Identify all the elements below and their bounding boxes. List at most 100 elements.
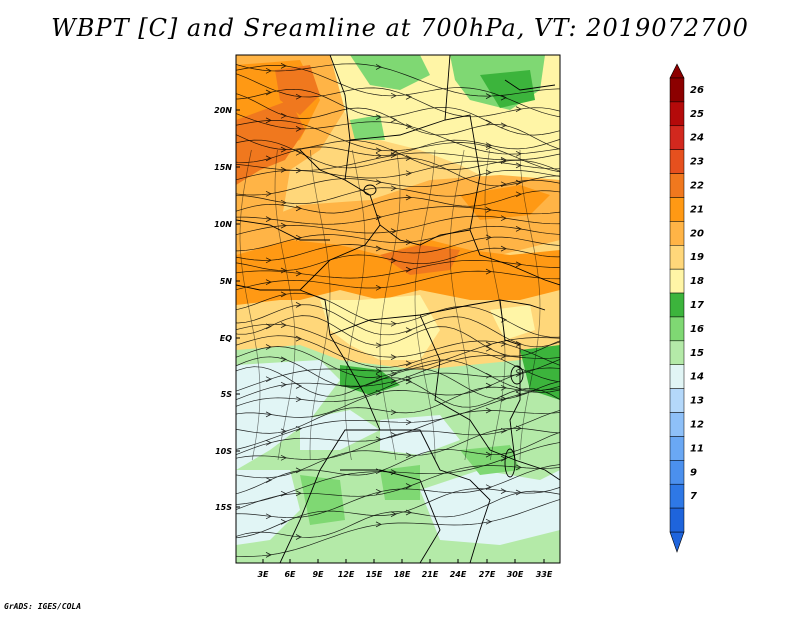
- streamline: [236, 499, 560, 557]
- streamline-arrow: [390, 432, 397, 438]
- lat-tick-label: 10S: [215, 447, 232, 456]
- streamline: [236, 160, 560, 181]
- streamline-arrow: [390, 185, 397, 192]
- colorbar-level-label: 15: [690, 348, 704, 359]
- streamline-arrow: [295, 126, 302, 132]
- streamline-arrow: [500, 488, 507, 494]
- country-border: [444, 55, 451, 121]
- map-frame: [235, 54, 561, 564]
- colorbar-level-label: 9: [690, 467, 697, 478]
- streamline-arrow: [405, 375, 412, 382]
- streamline-arrow: [295, 490, 302, 497]
- streamline-arrow: [515, 191, 522, 198]
- streamline-arrow: [515, 464, 522, 471]
- streamline: [236, 113, 560, 155]
- streamline-arrow: [265, 513, 272, 520]
- streamline-arrow: [405, 94, 412, 100]
- streamline-arrow: [390, 92, 397, 99]
- streamline: [239, 149, 261, 461]
- streamline: [236, 464, 560, 518]
- streamline-arrow: [375, 488, 382, 495]
- streamline-arrow: [375, 64, 382, 70]
- streamline-arrow: [500, 122, 507, 129]
- streamline-arrow: [280, 167, 287, 173]
- streamline-arrow: [500, 181, 507, 188]
- streamline-arrow: [265, 89, 272, 96]
- lat-tick-label: 15N: [214, 163, 232, 172]
- streamline-arrow: [375, 284, 382, 291]
- colorbar-segment: [669, 125, 685, 150]
- streamline-arrow: [390, 320, 397, 327]
- streamline-arrow: [390, 228, 397, 234]
- streamline-arrow: [485, 207, 492, 213]
- streamline-arrow: [295, 205, 302, 212]
- streamline-arrow: [375, 521, 382, 528]
- streamline-arrow: [515, 106, 522, 112]
- streamline-arrow: [280, 454, 287, 461]
- lat-tick-label: 5N: [220, 277, 233, 286]
- streamline: [236, 169, 560, 196]
- streamline-arrow: [280, 112, 287, 119]
- streamline-arrow: [485, 169, 492, 176]
- streamline-arrow: [390, 409, 397, 416]
- colorbar-segment: [669, 149, 685, 174]
- latitude-axis: 20N 15N 10N 5N EQ 5S 10S 15S: [214, 106, 240, 512]
- streamline-arrow: [295, 302, 302, 308]
- streamline-arrow: [280, 291, 287, 298]
- country-border: [380, 429, 491, 563]
- colorbar-level-label: 19: [690, 252, 704, 263]
- streamline-arrow: [390, 152, 397, 158]
- streamline-arrow: [265, 117, 272, 124]
- lat-tick-label: 10N: [214, 220, 232, 229]
- streamline-arrow: [295, 270, 302, 277]
- colorbar-level-label: 12: [690, 420, 704, 431]
- streamline-arrow: [295, 93, 302, 100]
- colorbar-segment: [669, 292, 685, 318]
- streamline-arrow: [375, 147, 382, 154]
- lake-outline: [510, 365, 524, 385]
- country-border: [236, 284, 300, 291]
- colorbar-segment: [669, 316, 685, 342]
- streamline-arrow: [390, 378, 397, 384]
- streamline: [236, 225, 560, 252]
- streamline-arrow: [280, 222, 287, 229]
- lat-tick-label: EQ: [220, 334, 232, 343]
- streamline-arrow: [280, 199, 287, 206]
- streamline: [414, 149, 436, 461]
- colorbar-segment: [669, 268, 685, 294]
- streamline: [236, 236, 560, 261]
- streamline-arrow: [295, 425, 302, 432]
- streamline-arrow: [500, 215, 507, 222]
- streamline-arrow: [405, 483, 412, 489]
- streamline-arrow: [405, 509, 412, 516]
- streamline-arrow: [515, 391, 522, 398]
- lon-tick-label: 30E: [507, 570, 524, 579]
- lake-outline: [363, 184, 377, 196]
- streamline-arrow: [485, 119, 492, 126]
- streamline-arrow: [265, 279, 272, 285]
- streamline-arrow: [280, 146, 287, 153]
- streamline-arrow: [265, 190, 272, 197]
- streamline-arrow: [515, 150, 522, 157]
- country-border: [504, 79, 556, 91]
- streamline-arrow: [295, 149, 302, 156]
- streamline-arrow: [375, 342, 382, 349]
- streamline-arrow: [485, 372, 492, 379]
- country-border: [236, 219, 330, 241]
- streamline-arrow: [405, 123, 412, 130]
- colorbar-level-label: 7: [690, 491, 697, 502]
- colorbar-level-label: 17: [690, 300, 704, 311]
- streamline-arrow: [265, 155, 272, 162]
- streamline: [236, 270, 560, 291]
- streamline-arrow: [390, 354, 397, 360]
- lon-tick-label: 18E: [394, 570, 411, 579]
- streamline-arrow: [295, 396, 302, 403]
- streamline-arrow: [280, 519, 287, 525]
- colorbar-level-label: 24: [690, 133, 704, 144]
- streamline-arrow: [265, 216, 272, 222]
- streamline-arrow: [515, 341, 522, 347]
- streamline: [236, 190, 560, 214]
- streamline: [236, 88, 560, 136]
- streamline-arrow: [500, 157, 507, 163]
- streamline-arrow: [265, 257, 272, 264]
